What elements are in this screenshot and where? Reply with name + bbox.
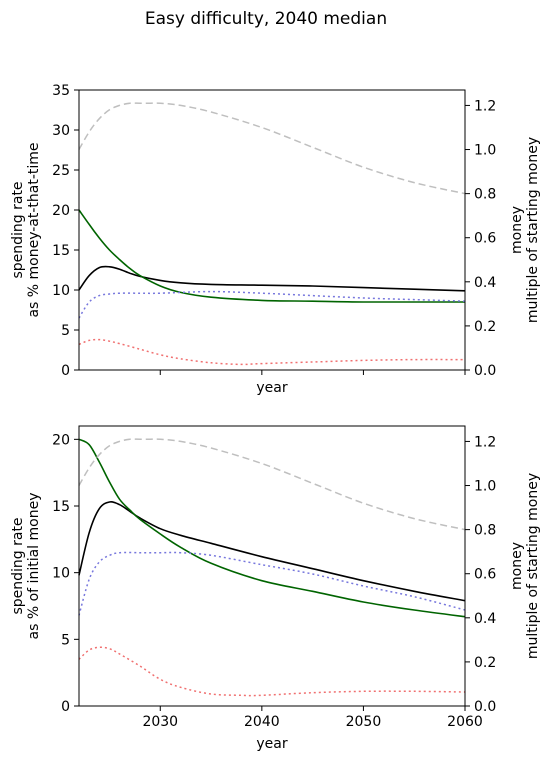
y2-tick-label: 0.0 xyxy=(474,699,496,715)
y2-axis-label-line: multiple of starting money xyxy=(525,473,541,659)
axes-frame xyxy=(78,89,466,371)
x-axis-label: year xyxy=(256,736,287,752)
series-line-4 xyxy=(78,646,466,697)
y2-tick-label: 1.0 xyxy=(474,479,496,495)
y-tick-label: 10 xyxy=(52,566,70,582)
y-tick-label: 25 xyxy=(52,163,70,179)
y-tick-label: 0 xyxy=(61,699,70,715)
figure-title: Easy difficulty, 2040 median xyxy=(145,9,387,29)
y2-tick-label: 0.8 xyxy=(474,523,496,539)
y2-tick-label: 1.2 xyxy=(474,434,496,450)
y-tick-label: 5 xyxy=(61,632,70,648)
y-axis-label-line: as % money-at-that-time xyxy=(26,142,42,317)
y-axis-label-line: as % of initial money xyxy=(26,493,42,640)
y-tick-label: 15 xyxy=(52,499,70,515)
y-axis-label-line: spending rate xyxy=(10,181,26,278)
y2-tick-label: 1.2 xyxy=(474,98,496,114)
y2-tick-label: 0.8 xyxy=(474,187,496,203)
series-line-1 xyxy=(78,501,466,602)
series-line-2 xyxy=(78,209,465,303)
series-line-2 xyxy=(78,438,466,618)
series-line-5 xyxy=(78,102,466,195)
series-line-1 xyxy=(78,265,466,292)
y2-tick-label: 1.0 xyxy=(474,143,496,159)
y2-axis-label: moneymultiple of starting money xyxy=(509,473,541,659)
y2-tick-label: 0.2 xyxy=(474,655,496,671)
x-tick-label: 2060 xyxy=(447,714,483,730)
y-axis-label: spending rateas % of initial money xyxy=(10,493,42,640)
y2-tick-label: 0.2 xyxy=(474,319,496,335)
y-tick-label: 15 xyxy=(52,243,70,259)
chart-panel-1: 0 5 10 15 20 25 30 35 0.0 0.2 0.4 0.6 0.8 1.0 1.2 year s… xyxy=(10,83,541,396)
y2-tick-label: 0.4 xyxy=(474,611,496,627)
axes-frame xyxy=(78,425,466,707)
series-line-5 xyxy=(78,438,466,531)
series-line-3 xyxy=(78,551,466,616)
x-tick-label: 2050 xyxy=(346,714,382,730)
x-axis-label: year xyxy=(256,380,287,396)
charts: 0 5 10 15 20 25 30 35 0.0 0.2 0.4 0.6 0.8 1.0 1.2 year s… xyxy=(10,83,541,752)
y2-axis-label-line: money xyxy=(509,542,525,590)
x-tick-label: 2030 xyxy=(142,714,178,730)
y-tick-label: 20 xyxy=(52,203,70,219)
y-tick-label: 30 xyxy=(52,123,70,139)
y-axis-label-line: spending rate xyxy=(10,517,26,614)
y2-axis-label: moneymultiple of starting money xyxy=(509,137,541,323)
y2-axis-label-line: multiple of starting money xyxy=(525,137,541,323)
y-tick-label: 35 xyxy=(52,83,70,99)
y-tick-label: 10 xyxy=(52,283,70,299)
y2-tick-label: 0.4 xyxy=(474,275,496,291)
y2-axis-label-line: money xyxy=(509,206,525,254)
series-line-3 xyxy=(78,290,466,319)
y2-tick-label: 0.0 xyxy=(474,363,496,379)
y-axis-label: spending rateas % money-at-that-time xyxy=(10,142,42,317)
y-tick-label: 5 xyxy=(61,323,70,339)
y-tick-label: 20 xyxy=(52,432,70,448)
y2-tick-label: 0.6 xyxy=(474,567,496,583)
x-tick-label: 2040 xyxy=(244,714,280,730)
y2-tick-label: 0.6 xyxy=(474,231,496,247)
series-line-4 xyxy=(78,338,466,366)
y-tick-label: 0 xyxy=(61,363,70,379)
chart-panel-2: 2030 2040 2050 2060 0 5 10 15 20 0.0 0.2 0.4 0.6 0.8 1… xyxy=(10,425,541,752)
